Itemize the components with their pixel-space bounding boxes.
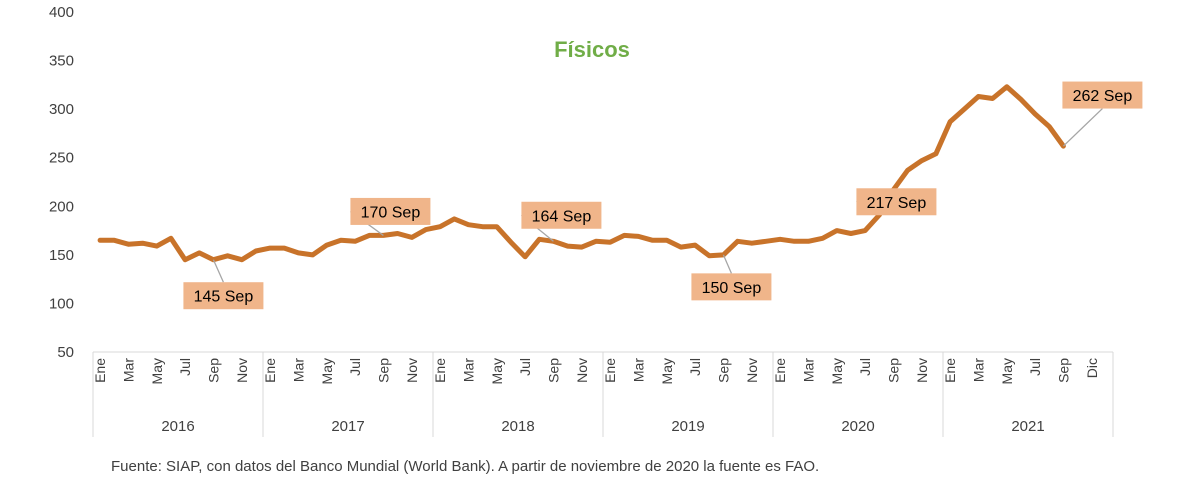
y-tick-label: 300 (49, 101, 74, 118)
x-tick-label: Dic (1084, 358, 1100, 378)
data-label-text: 164 Sep (532, 208, 592, 225)
x-tick-label: Jul (1027, 358, 1043, 376)
x-tick-label: Ene (262, 358, 278, 383)
x-tick-label: Sep (205, 358, 221, 383)
x-tick-label: Jul (177, 358, 193, 376)
x-tick-label: Sep (545, 358, 561, 383)
x-axis: Ene Mar May Jul Sep Nov 2016 Ene Mar May Jul Sep Nov… (92, 351, 1114, 437)
x-tick-label: May (149, 358, 165, 384)
data-label-box (183, 282, 264, 310)
leader-line (722, 254, 733, 274)
y-tick-label: 200 (49, 198, 74, 215)
x-tick-label: Jul (517, 358, 533, 376)
y-tick-label: 400 (49, 4, 74, 21)
x-tick-label: Ene (942, 358, 958, 383)
year-label: 2018 (501, 418, 534, 435)
x-tick-label: Jul (347, 358, 363, 376)
x-tick-label: Mar (290, 358, 306, 382)
y-tick-label: 250 (49, 150, 74, 167)
y-tick-label: 350 (49, 53, 74, 70)
x-tick-label: Nov (914, 358, 930, 383)
x-tick-label: Ene (602, 358, 618, 383)
chart: 50 100 150 200 250 300 350 400 Ene Mar May Jul Sep N… (49, 4, 1143, 437)
x-tick-label: May (999, 358, 1015, 384)
x-tick-label: Nov (404, 358, 420, 383)
x-tick-label: Ene (772, 358, 788, 383)
data-label-box (1062, 81, 1143, 109)
x-tick-label: Ene (92, 358, 108, 383)
x-tick-label: May (659, 358, 675, 384)
x-tick-label: Sep (375, 358, 391, 383)
x-tick-label: Sep (1055, 358, 1071, 383)
data-label: 145 Sep (183, 259, 264, 310)
data-label: 170 Sep (350, 197, 431, 236)
x-tick-label: Nov (744, 358, 760, 383)
x-tick-label: Nov (574, 358, 590, 383)
data-label: 164 Sep (521, 201, 602, 242)
x-tick-label: Mar (970, 358, 986, 382)
x-tick-label: May (829, 358, 845, 384)
data-label: 217 Sep (856, 188, 937, 216)
year-label: 2020 (841, 418, 874, 435)
data-label-box (691, 273, 772, 301)
annotation-layer: 145 Sep 170 Sep 164 Sep 150 Sep 217 Sep 262 S… (183, 81, 1143, 310)
data-label: 150 Sep (691, 254, 772, 301)
y-tick-label: 100 (49, 295, 74, 312)
series-layer (97, 84, 1066, 263)
data-label: 262 Sep (1062, 81, 1143, 147)
data-label-text: 145 Sep (194, 289, 254, 306)
x-tick-label: Sep (715, 358, 731, 383)
year-label: 2017 (331, 418, 364, 435)
data-label-box (856, 188, 937, 216)
leader-line (1062, 108, 1103, 147)
data-label-box (350, 197, 431, 225)
data-label-text: 217 Sep (867, 195, 927, 212)
data-label-text: 170 Sep (361, 204, 421, 221)
year-label: 2021 (1011, 418, 1044, 435)
source-note: Fuente: SIAP, con datos del Banco Mundia… (111, 458, 820, 475)
data-label-box (521, 201, 602, 229)
data-label-text: 262 Sep (1073, 88, 1133, 105)
x-tick-label: Nov (234, 358, 250, 383)
x-tick-label: Jul (687, 358, 703, 376)
y-axis: 50 100 150 200 250 300 350 400 (49, 4, 74, 361)
x-tick-label: Mar (120, 358, 136, 382)
data-label-text: 150 Sep (702, 280, 762, 297)
x-tick-label: Sep (885, 358, 901, 383)
x-tick-label: May (319, 358, 335, 384)
x-tick-label: Mar (630, 358, 646, 382)
x-tick-label: Mar (460, 358, 476, 382)
x-tick-label: Ene (432, 358, 448, 383)
year-label: 2016 (161, 418, 194, 435)
year-label: 2019 (671, 418, 704, 435)
y-tick-label: 150 (49, 247, 74, 264)
x-tick-label: May (489, 358, 505, 384)
leader-line (212, 259, 225, 283)
y-tick-label: 50 (57, 344, 74, 361)
x-tick-label: Jul (857, 358, 873, 376)
chart-title: Físicos (554, 37, 630, 62)
x-tick-label: Mar (800, 358, 816, 382)
series-line (97, 84, 1066, 263)
